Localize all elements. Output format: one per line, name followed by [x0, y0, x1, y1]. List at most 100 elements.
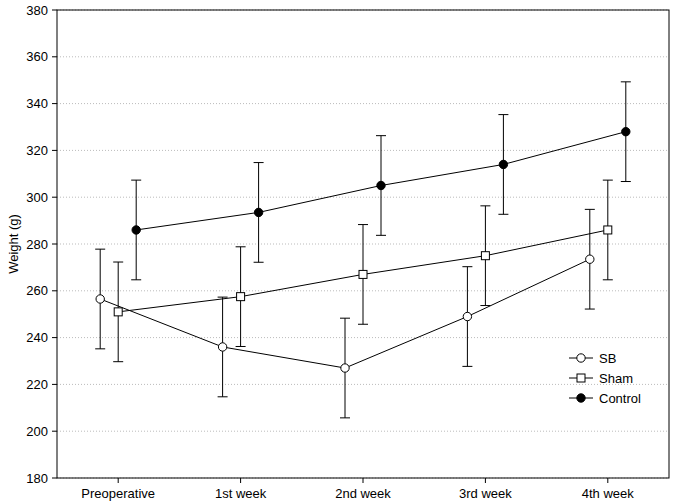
error-cap — [218, 297, 228, 298]
error-bar — [236, 247, 246, 347]
error-cap — [480, 205, 490, 206]
error-cap — [254, 262, 264, 263]
error-bar — [621, 82, 631, 182]
grid-line — [57, 56, 669, 57]
x-tick — [118, 478, 119, 483]
legend-label: Sham — [599, 371, 633, 386]
x-tick-label: 3rd week — [459, 486, 512, 501]
data-point — [359, 270, 367, 278]
error-bar — [340, 318, 350, 418]
data-point — [237, 293, 245, 301]
y-tick — [52, 56, 57, 57]
series-line — [100, 259, 590, 368]
data-point — [114, 308, 122, 316]
x-tick — [240, 478, 241, 483]
y-tick — [52, 197, 57, 198]
chart: 180200220240260280300320340360380Preoper… — [0, 0, 676, 503]
error-cap — [113, 361, 123, 362]
error-cap — [376, 135, 386, 136]
data-point — [377, 181, 385, 189]
error-bar — [498, 115, 508, 215]
error-cap — [585, 209, 595, 210]
error-cap — [480, 305, 490, 306]
data-point — [604, 226, 612, 234]
y-tick-label: 380 — [26, 3, 48, 18]
error-bar — [254, 163, 264, 263]
error-cap — [218, 396, 228, 397]
x-tick-label: 2nd week — [335, 486, 391, 501]
error-bar — [585, 209, 595, 309]
y-tick — [52, 150, 57, 151]
error-bar — [376, 136, 386, 236]
error-bar — [462, 267, 472, 367]
legend-label: Control — [599, 391, 641, 406]
data-point — [499, 160, 507, 168]
y-tick — [52, 290, 57, 291]
error-cap — [376, 235, 386, 236]
data-point — [254, 208, 262, 216]
y-tick-label: 220 — [26, 377, 48, 392]
error-cap — [95, 249, 105, 250]
x-tick — [363, 478, 364, 483]
grid-line — [57, 431, 669, 432]
data-point — [481, 252, 489, 260]
error-cap — [462, 266, 472, 267]
x-tick-label: 1st week — [215, 486, 267, 501]
x-tick — [607, 478, 608, 483]
error-bar — [480, 206, 490, 306]
legend-label: SB — [599, 351, 616, 366]
y-tick-label: 320 — [26, 143, 48, 158]
series-line — [118, 230, 608, 312]
error-cap — [603, 279, 613, 280]
y-tick — [52, 478, 57, 479]
error-cap — [498, 214, 508, 215]
error-cap — [358, 224, 368, 225]
error-bar — [358, 225, 368, 325]
y-tick — [52, 244, 57, 245]
y-tick-label: 240 — [26, 330, 48, 345]
data-point — [586, 255, 594, 263]
error-cap — [236, 246, 246, 247]
error-cap — [254, 162, 264, 163]
error-cap — [498, 114, 508, 115]
y-tick — [52, 10, 57, 11]
error-bar — [603, 180, 613, 280]
y-tick-label: 300 — [26, 190, 48, 205]
y-tick — [52, 431, 57, 432]
data-point — [218, 343, 226, 351]
y-tick-label: 260 — [26, 283, 48, 298]
y-tick — [52, 103, 57, 104]
data-point — [132, 226, 140, 234]
error-cap — [462, 366, 472, 367]
plot-frame — [57, 10, 669, 478]
error-cap — [236, 346, 246, 347]
error-cap — [113, 262, 123, 263]
x-tick-label: 4th week — [582, 486, 635, 501]
error-bar — [95, 249, 105, 349]
y-tick — [52, 384, 57, 385]
error-cap — [340, 318, 350, 319]
error-cap — [95, 348, 105, 349]
error-cap — [340, 417, 350, 418]
series-line — [136, 132, 626, 230]
data-point — [622, 127, 630, 135]
y-axis-label: Weight (g) — [6, 214, 21, 274]
data-point — [341, 364, 349, 372]
error-bar — [131, 180, 141, 280]
y-tick — [52, 337, 57, 338]
x-tick-label: Preoperative — [81, 486, 155, 501]
error-bar — [218, 297, 228, 397]
error-cap — [131, 279, 141, 280]
legend-marker — [577, 374, 585, 382]
error-cap — [131, 180, 141, 181]
error-cap — [621, 81, 631, 82]
data-point — [96, 295, 104, 303]
grid-line — [57, 337, 669, 338]
legend-marker — [577, 354, 585, 362]
grid-line — [57, 197, 669, 198]
data-point — [463, 312, 471, 320]
error-cap — [603, 180, 613, 181]
x-tick — [485, 478, 486, 483]
y-tick-label: 340 — [26, 96, 48, 111]
legend-marker — [577, 394, 585, 402]
